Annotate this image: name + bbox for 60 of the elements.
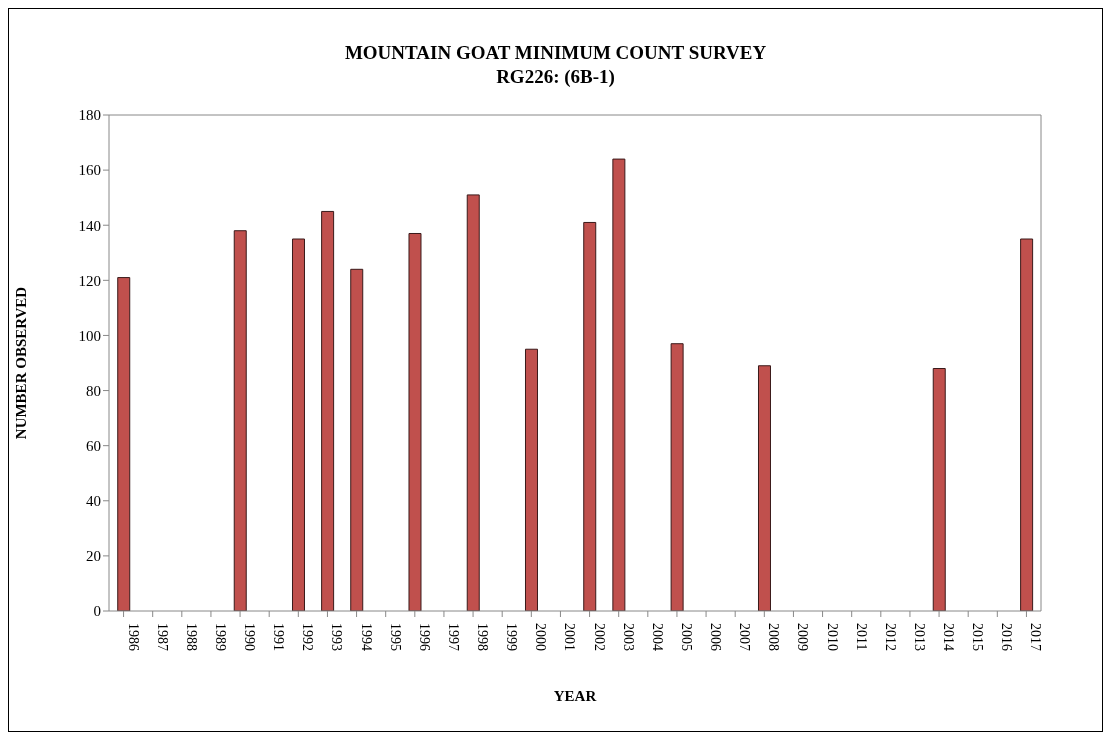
- x-tick-label: 2013: [911, 623, 927, 651]
- x-tick-label: 2007: [737, 623, 753, 651]
- y-tick-label: 40: [86, 493, 101, 510]
- chart-title: MOUNTAIN GOAT MINIMUM COUNT SURVEY: [343, 41, 768, 65]
- x-tick-label: 1995: [387, 623, 403, 651]
- y-tick-label: 20: [86, 548, 101, 565]
- x-tick-label: 2008: [766, 623, 782, 651]
- y-tick-label: 0: [93, 603, 101, 620]
- x-tick-label: 1998: [475, 623, 491, 651]
- bar: [350, 268, 364, 611]
- x-tick-label: 2005: [678, 623, 694, 651]
- x-tick-label: 1988: [183, 623, 199, 651]
- x-tick-label: 1990: [242, 623, 258, 651]
- x-tick-label: 2016: [999, 623, 1015, 651]
- bar: [321, 210, 335, 611]
- y-tick-label: 100: [78, 327, 101, 344]
- bar: [466, 194, 480, 611]
- x-tick-label: 1991: [271, 623, 287, 651]
- x-tick-label: 2009: [795, 623, 811, 651]
- x-tick-label: 1987: [154, 623, 170, 651]
- x-tick-label: 1993: [329, 623, 345, 651]
- x-tick-label: 1999: [504, 623, 520, 651]
- y-tick-label: 120: [78, 272, 101, 289]
- x-tick-label: 1996: [416, 623, 432, 651]
- x-tick-label: 2012: [882, 623, 898, 651]
- x-tick-label: 1997: [445, 623, 461, 651]
- x-tick-label: 2004: [649, 623, 665, 651]
- chart-subtitle: RG226: (6B-1): [495, 65, 616, 89]
- x-tick-label: 1992: [300, 623, 316, 651]
- bar: [670, 343, 684, 611]
- x-tick-label: 2000: [533, 623, 549, 651]
- bar: [583, 221, 597, 611]
- bar: [1020, 238, 1034, 611]
- x-tick-label: 1989: [212, 623, 228, 651]
- bar: [524, 348, 538, 611]
- y-tick-label: 160: [78, 162, 101, 179]
- x-tick-label: 2010: [824, 623, 840, 651]
- y-tick-label: 60: [86, 437, 101, 454]
- bar: [757, 365, 771, 611]
- bar: [612, 158, 626, 611]
- y-tick-label: 140: [78, 217, 101, 234]
- bar: [117, 277, 131, 611]
- x-tick-label: 2011: [853, 623, 869, 651]
- x-tick-label: 2003: [620, 623, 636, 651]
- x-tick-label: 2014: [941, 623, 957, 651]
- bar: [408, 232, 422, 611]
- x-tick-label: 2001: [562, 623, 578, 651]
- x-tick-label: 1986: [125, 623, 141, 651]
- y-axis-title: NUMBER OBSERVED: [13, 286, 30, 440]
- y-tick-label: 180: [78, 107, 101, 124]
- bar: [932, 368, 946, 611]
- x-tick-label: 2017: [1028, 623, 1044, 651]
- bar: [291, 238, 305, 611]
- x-tick-label: 2006: [708, 623, 724, 651]
- x-axis-title: YEAR: [553, 688, 597, 704]
- x-tick-label: 2002: [591, 623, 607, 651]
- y-tick-label: 80: [86, 382, 101, 399]
- x-tick-label: 2015: [970, 623, 986, 651]
- bar: [233, 230, 247, 611]
- x-tick-label: 1994: [358, 623, 374, 651]
